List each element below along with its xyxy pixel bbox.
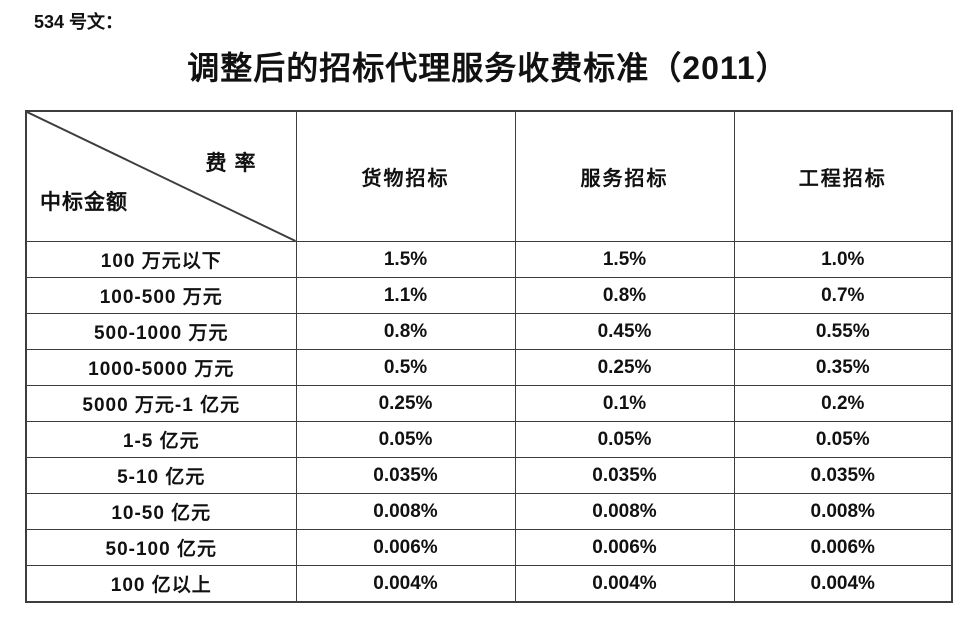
- diagonal-divider-line: [27, 112, 295, 241]
- engineering-rate-cell: 0.004%: [733, 565, 953, 603]
- table-row: 100-500 万元 1.1% 0.8% 0.7%: [25, 277, 953, 314]
- table-header-row: 费率 中标金额 货物招标 服务招标 工程招标: [25, 110, 953, 242]
- goods-rate-cell: 0.004%: [295, 565, 516, 603]
- goods-rate-cell: 1.5%: [295, 241, 516, 278]
- table-row: 500-1000 万元 0.8% 0.45% 0.55%: [25, 313, 953, 350]
- amount-range-cell: 500-1000 万元: [25, 313, 297, 350]
- column-header-service-bidding: 服务招标: [514, 110, 735, 242]
- engineering-rate-cell: 0.05%: [733, 421, 953, 458]
- table-row: 5-10 亿元 0.035% 0.035% 0.035%: [25, 457, 953, 494]
- amount-range-cell: 1000-5000 万元: [25, 349, 297, 386]
- document-number-label: 534 号文：: [34, 12, 124, 32]
- service-rate-cell: 0.1%: [514, 385, 735, 422]
- engineering-rate-cell: 1.0%: [733, 241, 953, 278]
- corner-header-cell: 费率 中标金额: [25, 110, 297, 242]
- goods-rate-cell: 0.05%: [295, 421, 516, 458]
- service-rate-cell: 1.5%: [514, 241, 735, 278]
- goods-rate-cell: 0.008%: [295, 493, 516, 530]
- table-row: 100 亿以上 0.004% 0.004% 0.004%: [25, 565, 953, 603]
- service-rate-cell: 0.035%: [514, 457, 735, 494]
- service-rate-cell: 0.004%: [514, 565, 735, 603]
- corner-label-rate: 费率: [205, 152, 264, 175]
- table-row: 50-100 亿元 0.006% 0.006% 0.006%: [25, 529, 953, 566]
- amount-range-cell: 1-5 亿元: [25, 421, 297, 458]
- engineering-rate-cell: 0.7%: [733, 277, 953, 314]
- engineering-rate-cell: 0.006%: [733, 529, 953, 566]
- table-row: 1-5 亿元 0.05% 0.05% 0.05%: [25, 421, 953, 458]
- engineering-rate-cell: 0.008%: [733, 493, 953, 530]
- table-row: 1000-5000 万元 0.5% 0.25% 0.35%: [25, 349, 953, 386]
- corner-label-amount: 中标金额: [40, 191, 128, 214]
- column-header-engineering-bidding: 工程招标: [733, 110, 953, 242]
- amount-range-cell: 100-500 万元: [25, 277, 297, 314]
- goods-rate-cell: 1.1%: [295, 277, 516, 314]
- goods-rate-cell: 0.8%: [295, 313, 516, 350]
- goods-rate-cell: 0.5%: [295, 349, 516, 386]
- amount-range-cell: 100 亿以上: [25, 565, 297, 603]
- fee-rate-table: 费率 中标金额 货物招标 服务招标 工程招标 100 万元以下 1.5% 1.5…: [25, 110, 953, 603]
- goods-rate-cell: 0.25%: [295, 385, 516, 422]
- table-row: 10-50 亿元 0.008% 0.008% 0.008%: [25, 493, 953, 530]
- table-row: 5000 万元-1 亿元 0.25% 0.1% 0.2%: [25, 385, 953, 422]
- amount-range-cell: 5000 万元-1 亿元: [25, 385, 297, 422]
- engineering-rate-cell: 0.35%: [733, 349, 953, 386]
- page-title: 调整后的招标代理服务收费标准（2011）: [187, 50, 789, 86]
- goods-rate-cell: 0.006%: [295, 529, 516, 566]
- engineering-rate-cell: 0.2%: [733, 385, 953, 422]
- amount-range-cell: 100 万元以下: [25, 241, 297, 278]
- engineering-rate-cell: 0.55%: [733, 313, 953, 350]
- goods-rate-cell: 0.035%: [295, 457, 516, 494]
- table-row: 100 万元以下 1.5% 1.5% 1.0%: [25, 241, 953, 278]
- amount-range-cell: 5-10 亿元: [25, 457, 297, 494]
- service-rate-cell: 0.008%: [514, 493, 735, 530]
- service-rate-cell: 0.006%: [514, 529, 735, 566]
- engineering-rate-cell: 0.035%: [733, 457, 953, 494]
- amount-range-cell: 10-50 亿元: [25, 493, 297, 530]
- service-rate-cell: 0.8%: [514, 277, 735, 314]
- service-rate-cell: 0.45%: [514, 313, 735, 350]
- amount-range-cell: 50-100 亿元: [25, 529, 297, 566]
- service-rate-cell: 0.25%: [514, 349, 735, 386]
- column-header-goods-bidding: 货物招标: [295, 110, 516, 242]
- service-rate-cell: 0.05%: [514, 421, 735, 458]
